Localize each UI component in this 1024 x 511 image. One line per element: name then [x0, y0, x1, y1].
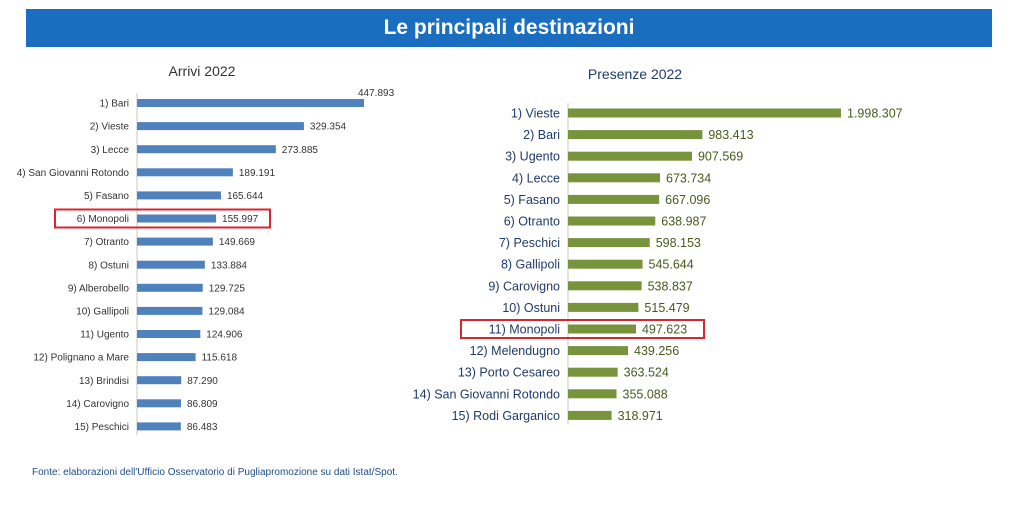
- value-label: 86.483: [187, 422, 218, 433]
- category-label: 5) Fasano: [504, 193, 560, 207]
- category-label: 11) Monopoli: [489, 323, 560, 337]
- value-label: 124.906: [206, 330, 243, 341]
- value-label: 115.618: [202, 353, 238, 364]
- value-label: 329.354: [310, 122, 347, 133]
- bar: [568, 281, 642, 291]
- bar: [568, 151, 692, 161]
- value-label: 598.153: [656, 236, 701, 250]
- category-label: 13) Brindisi: [79, 376, 129, 387]
- bar: [137, 330, 201, 338]
- value-label: 155.997: [222, 214, 259, 225]
- category-label: 1) Vieste: [511, 107, 560, 121]
- value-label: 439.256: [634, 344, 679, 358]
- category-label: 2) Bari: [523, 128, 560, 142]
- value-label: 363.524: [624, 366, 669, 380]
- bar: [568, 130, 703, 140]
- bar: [137, 237, 213, 246]
- value-label: 129.084: [208, 307, 245, 318]
- category-label: 3) Lecce: [91, 145, 130, 156]
- category-label: 15) Rodi Garganico: [452, 409, 560, 423]
- category-label: 7) Otranto: [84, 237, 129, 248]
- bar: [137, 122, 304, 131]
- value-label: 355.088: [623, 387, 668, 401]
- value-label: 515.479: [644, 301, 689, 315]
- category-label: 6) Otranto: [504, 215, 560, 229]
- category-label: 1) Bari: [100, 99, 129, 110]
- category-label: 15) Peschici: [75, 422, 129, 433]
- value-label: 667.096: [665, 193, 710, 207]
- bar: [568, 302, 639, 312]
- source-note: Fonte: elaborazioni dell'Ufficio Osserva…: [32, 467, 398, 478]
- category-label: 14) San Giovanni Rotondo: [413, 387, 560, 401]
- bar: [568, 216, 656, 226]
- value-label: 165.644: [227, 191, 264, 202]
- bar: [568, 173, 661, 183]
- bar: [137, 376, 182, 385]
- bar: [137, 214, 217, 223]
- chart-title: Arrivi 2022: [169, 63, 236, 79]
- value-label: 86.809: [187, 399, 218, 410]
- category-label: 8) Ostuni: [88, 260, 129, 271]
- bar: [137, 99, 364, 107]
- bar: [137, 306, 203, 315]
- bar: [137, 145, 276, 154]
- bar: [137, 353, 196, 362]
- value-label: 87.290: [187, 376, 218, 387]
- bar: [568, 346, 629, 356]
- category-label: 5) Fasano: [84, 191, 129, 202]
- value-label: 673.734: [666, 171, 711, 185]
- category-label: 9) Alberobello: [68, 283, 130, 294]
- value-label: 1.998.307: [847, 107, 903, 121]
- category-label: 2) Vieste: [90, 122, 130, 133]
- value-label: 189.191: [239, 168, 276, 179]
- category-label: 3) Ugento: [505, 150, 560, 164]
- category-label: 11) Ugento: [80, 330, 129, 341]
- value-label: 273.885: [282, 145, 319, 156]
- category-label: 9) Carovigno: [488, 279, 560, 293]
- bar: [568, 108, 841, 118]
- value-label: 983.413: [708, 128, 753, 142]
- value-label: 149.669: [219, 237, 256, 248]
- value-label: 638.987: [661, 215, 706, 229]
- bar: [137, 399, 181, 408]
- value-label: 538.837: [648, 279, 693, 293]
- highlight-box: [460, 319, 705, 339]
- highlight-box: [54, 208, 271, 229]
- chart-title: Presenze 2022: [588, 66, 682, 82]
- category-label: 4) Lecce: [512, 171, 560, 185]
- page-title: Le principali destinazioni: [383, 16, 635, 39]
- category-label: 14) Carovigno: [66, 399, 129, 410]
- bar: [137, 283, 203, 292]
- bar: [568, 324, 636, 334]
- category-label: 13) Porto Cesareo: [458, 366, 560, 380]
- bar: [137, 191, 221, 200]
- bar: [568, 367, 618, 377]
- category-label: 7) Peschici: [499, 236, 560, 250]
- bar: [568, 194, 660, 204]
- bar: [568, 259, 643, 269]
- category-label: 12) Melendugno: [470, 344, 560, 358]
- bar: [568, 238, 650, 248]
- bar: [137, 168, 233, 177]
- category-label: 12) Polignano a Mare: [33, 353, 129, 364]
- category-label: 6) Monopoli: [77, 214, 129, 225]
- value-label: 497.623: [642, 323, 687, 337]
- category-label: 10) Gallipoli: [76, 307, 129, 318]
- value-label: 133.884: [211, 260, 248, 271]
- header-banner: Le principali destinazioni: [26, 9, 992, 47]
- bar: [568, 389, 617, 399]
- bar: [568, 410, 612, 420]
- bar: [137, 260, 205, 269]
- value-label: 545.644: [649, 258, 694, 272]
- value-label: 129.725: [209, 283, 246, 294]
- category-label: 8) Gallipoli: [501, 258, 560, 272]
- bar: [137, 422, 181, 431]
- category-label: 4) San Giovanni Rotondo: [17, 168, 130, 179]
- value-label: 318.971: [618, 409, 663, 423]
- category-label: 10) Ostuni: [502, 301, 560, 315]
- value-label: 447.893: [358, 88, 395, 99]
- value-label: 907.569: [698, 150, 743, 164]
